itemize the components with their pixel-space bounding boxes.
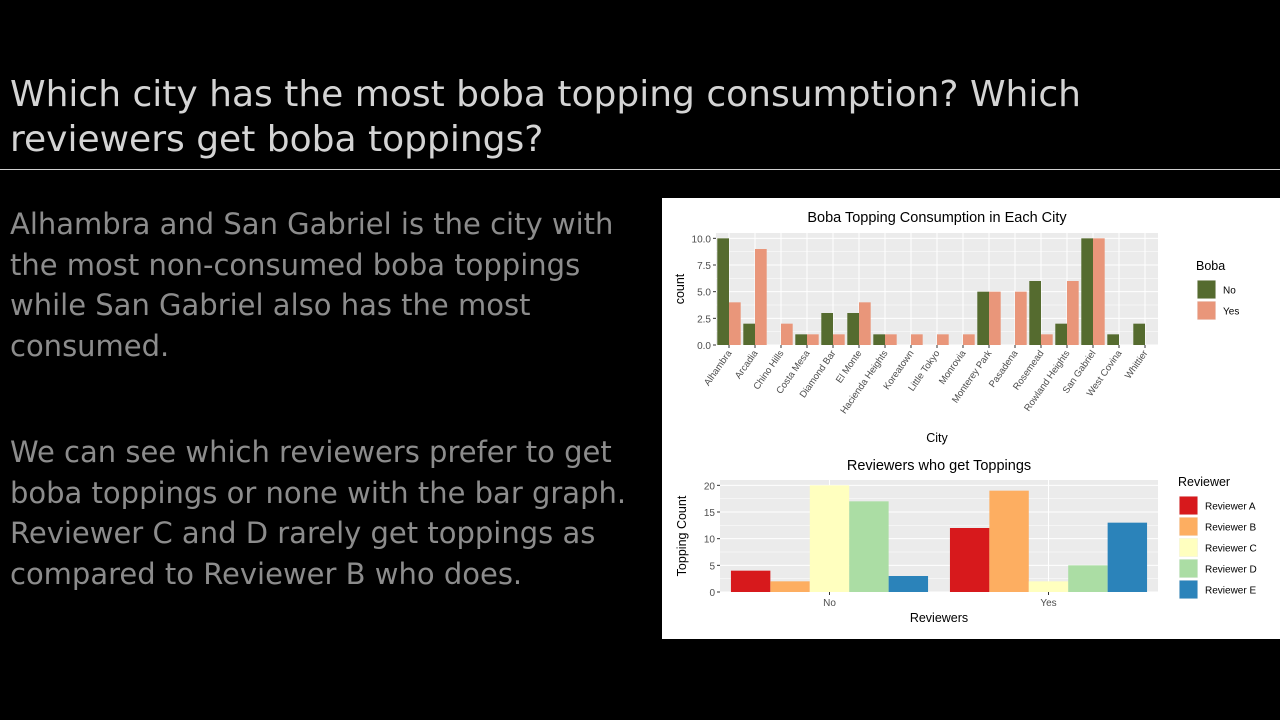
chart1-bar <box>1055 323 1067 345</box>
chart1-legend-title: Boba <box>1196 259 1225 273</box>
chart2-bar <box>1068 565 1108 592</box>
chart2-bar <box>849 501 889 592</box>
chart1-bar <box>911 334 923 345</box>
chart1-bar <box>1067 281 1079 345</box>
chart1-bar <box>781 323 793 345</box>
chart1-bar <box>1029 281 1041 345</box>
chart2-bar <box>1107 522 1148 592</box>
chart1-bar <box>717 238 729 345</box>
chart1-x-tick-label: Alhambra <box>702 348 735 388</box>
chart1-bar <box>847 313 859 345</box>
chart2-legend-label: Reviewer D <box>1205 565 1257 576</box>
paragraph-reviewer-summary: We can see which reviewers prefer to get… <box>10 435 627 591</box>
chart2-legend-label: Reviewer C <box>1205 544 1257 555</box>
chart1-y-tick-label: 0.0 <box>697 341 711 352</box>
chart2-x-tick-label: No <box>823 598 836 609</box>
chart1-bar <box>989 291 1001 345</box>
charts-figure: 0.0 2.5 5.0 7.5 10.0 Alhambra Arcadia Chino Hil… <box>662 198 1280 639</box>
chart1-legend-label: Yes <box>1223 307 1239 318</box>
chart1-bar <box>859 302 871 345</box>
chart2-y-tick-label: 5 <box>709 561 715 572</box>
chart1-x-axis-label: City <box>926 431 948 445</box>
chart1-legend-label: No <box>1223 286 1236 297</box>
chart2-legend-key <box>1179 559 1198 578</box>
chart1-bar <box>743 323 755 345</box>
chart1-y-tick-label: 5.0 <box>697 288 711 299</box>
chart2-legend-key <box>1179 517 1198 536</box>
chart1-bar <box>885 334 897 345</box>
chart1-title: Boba Topping Consumption in Each City <box>807 210 1067 226</box>
chart2-legend-label: Reviewer E <box>1205 586 1256 597</box>
chart2-legend-key <box>1179 496 1198 515</box>
chart1-bar <box>1093 238 1105 345</box>
chart2-legend-key <box>1179 580 1198 599</box>
chart1-bar <box>1133 323 1145 345</box>
chart1-bar <box>755 249 767 345</box>
chart1-legend-key <box>1197 280 1216 299</box>
chart2-y-axis-label: Topping Count <box>675 495 689 576</box>
chart1-bar <box>873 334 885 345</box>
chart1-y-tick-label: 10.0 <box>692 234 712 245</box>
chart1-bar <box>1081 238 1093 345</box>
chart1-legend-key <box>1197 301 1216 320</box>
chart2-x-axis-label: Reviewers <box>910 611 968 625</box>
title-divider <box>0 169 1280 170</box>
chart1-bar <box>937 334 949 345</box>
chart1-bar <box>821 313 833 345</box>
chart2-bar <box>1028 581 1069 592</box>
chart1-bar <box>963 334 975 345</box>
chart1-bar <box>977 291 989 345</box>
chart2-y-tick-label: 0 <box>709 588 715 599</box>
chart1-bar <box>1015 291 1027 345</box>
chart2-legend-key <box>1179 538 1198 557</box>
chart1-bar <box>729 302 741 345</box>
chart2-legend-label: Reviewer B <box>1205 523 1256 534</box>
chart2-y-tick-label: 10 <box>704 535 716 546</box>
chart2-y-tick-label: 20 <box>704 481 716 492</box>
chart2-y-tick-label: 15 <box>704 508 716 519</box>
chart2-bar <box>949 528 990 592</box>
chart2-legend-title: Reviewer <box>1178 475 1230 489</box>
chart1-y-tick-label: 7.5 <box>697 261 711 272</box>
chart2-bar <box>809 485 850 592</box>
chart2-x-tick-label: Yes <box>1040 598 1056 609</box>
chart1-y-tick-label: 2.5 <box>697 314 711 325</box>
chart1-bar <box>1107 334 1119 345</box>
chart1-x-tick-label: Arcadia <box>733 348 761 381</box>
chart2-bar <box>888 576 929 592</box>
chart2-bar <box>730 570 771 592</box>
chart1-y-axis-label: count <box>673 273 687 304</box>
paragraph-city-summary: Alhambra and San Gabriel is the city wit… <box>10 207 614 363</box>
chart2-legend-label: Reviewer A <box>1205 502 1256 513</box>
slide-title: Which city has the most boba topping con… <box>10 74 1081 160</box>
chart1-bar <box>833 334 845 345</box>
chart1-bar <box>795 334 807 345</box>
chart2-title: Reviewers who get Toppings <box>847 458 1031 474</box>
chart1-bar <box>1041 334 1053 345</box>
chart1-bar <box>807 334 819 345</box>
chart2-bar <box>989 490 1029 592</box>
chart2-bar <box>770 581 810 592</box>
chart1-x-tick-label: Whittier <box>1123 348 1150 381</box>
